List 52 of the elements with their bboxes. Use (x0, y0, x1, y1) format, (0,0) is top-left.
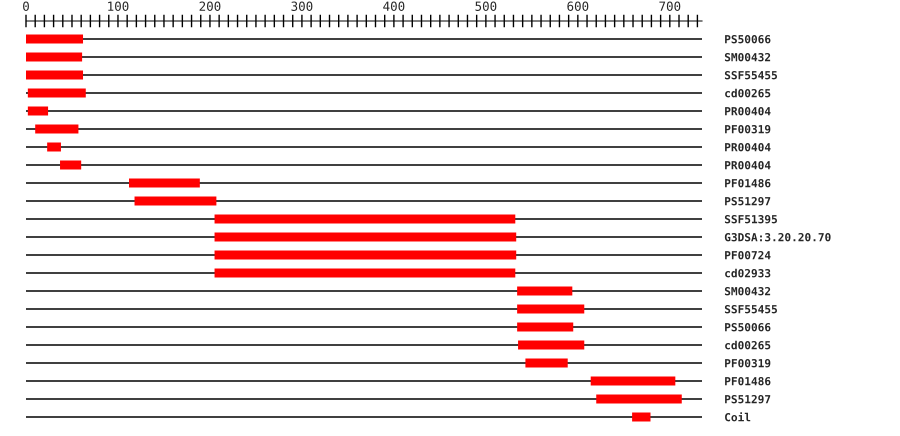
bar (518, 340, 584, 350)
bar (214, 214, 516, 224)
y-tick-label: PF01486 (725, 376, 770, 386)
y-tick-label: cd00265 (725, 340, 770, 350)
y-tick-label: PR00404 (725, 106, 771, 116)
x-tick-label: 100 (108, 1, 128, 11)
bar (35, 124, 78, 134)
y-tick-label: cd02933 (725, 268, 770, 278)
bar (525, 358, 568, 368)
bar (596, 394, 682, 404)
y-tick-label: PF00319 (725, 358, 770, 368)
x-tick-label: 600 (567, 1, 588, 11)
bar (26, 52, 82, 62)
bar (28, 88, 86, 98)
bar (632, 412, 650, 422)
y-tick-label: PF00724 (725, 250, 771, 260)
bar (590, 376, 676, 386)
x-tick-label: 700 (659, 1, 680, 11)
y-tick-label: PS51297 (725, 196, 770, 206)
bar (28, 106, 48, 116)
bar (129, 178, 200, 188)
bar (517, 322, 574, 332)
y-tick-label: SSF55455 (724, 304, 777, 314)
y-tick-label: SSF55455 (724, 70, 777, 80)
bar (134, 196, 216, 206)
x-tick-label: 400 (383, 1, 404, 11)
x-tick-label: 300 (291, 1, 312, 11)
y-tick-label: PR00404 (725, 160, 771, 170)
y-tick-label: PF00319 (725, 124, 770, 134)
bar (214, 250, 516, 260)
y-tick-label: SM00432 (724, 52, 770, 62)
y-tick-label: G3DSA:3.20.20.70 (724, 232, 831, 242)
y-tick-label: SSF51395 (724, 214, 777, 224)
y-tick-label: PS50066 (725, 322, 770, 332)
y-tick-label: SM00432 (724, 286, 770, 296)
bar (214, 268, 516, 278)
x-tick-label: 0 (23, 1, 29, 11)
y-tick-label: Coil (725, 412, 750, 422)
bar (214, 232, 516, 242)
bar (60, 160, 82, 170)
bar (47, 142, 61, 152)
bar (26, 70, 84, 80)
bar (517, 286, 572, 296)
y-tick-label: PS51297 (725, 394, 770, 404)
x-tick-label: 200 (200, 1, 220, 11)
bar (26, 34, 84, 44)
y-tick-label: PF01486 (725, 178, 770, 188)
y-tick-label: PR00404 (725, 142, 771, 152)
x-tick-label: 500 (475, 1, 496, 11)
y-tick-label: cd00265 (725, 88, 770, 98)
bar (517, 304, 584, 314)
y-tick-label: PS50066 (725, 34, 770, 44)
